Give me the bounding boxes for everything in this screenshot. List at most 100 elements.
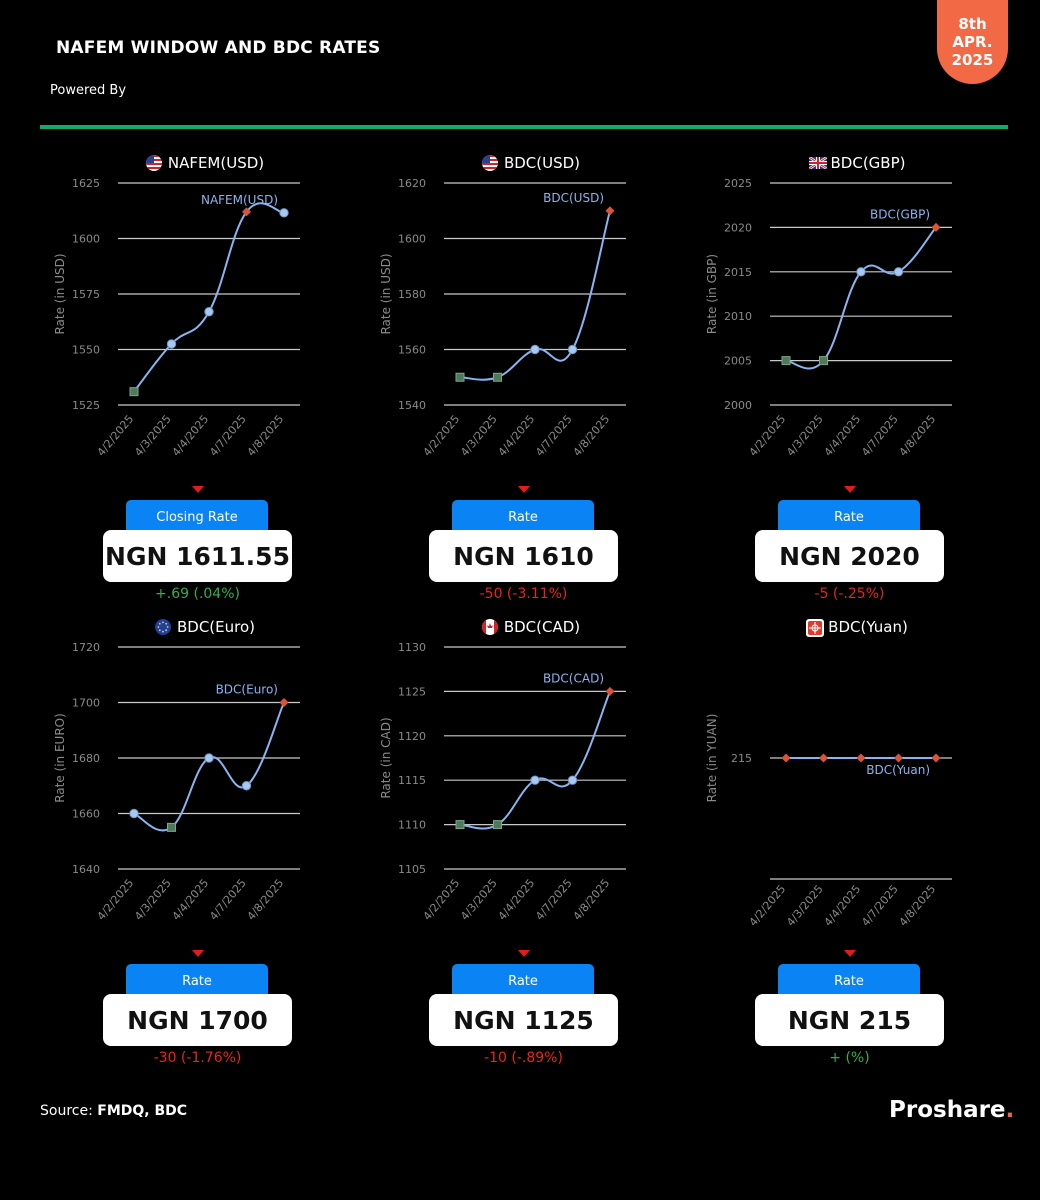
rate-label-tab: Rate [778, 964, 920, 998]
chart-title: NAFEM(USD) [40, 154, 370, 172]
rate-change: +.69 (.04%) [155, 586, 240, 602]
chart-title-text: BDC(Euro) [176, 618, 256, 636]
x-tick-label: 4/2/2025 [95, 877, 137, 923]
chart-panel: NAFEM(USD) 1525 1550 1575 1600 1625 Rate (in U… [40, 150, 370, 602]
data-point [242, 207, 251, 217]
line-chart: 1540 1560 1580 1600 1620 Rate (in USD) 4/2/202… [379, 177, 626, 459]
uk-flag-icon [807, 155, 828, 171]
brand-logo: Proshare. [889, 1097, 1014, 1123]
y-tick-label: 1120 [398, 730, 426, 743]
data-point [455, 372, 465, 382]
x-tick-label: 4/4/2025 [496, 413, 538, 459]
rate-value-card: NGN 1611.55 [103, 530, 292, 582]
y-axis-label: Rate (in CAD) [379, 717, 393, 798]
y-tick-label: 1660 [72, 808, 100, 821]
page-title: NAFEM WINDOW AND BDC RATES [56, 38, 381, 58]
series-data-label: BDC(Euro) [216, 683, 278, 697]
chart-title-text: NAFEM(USD) [167, 154, 265, 172]
y-tick-label: 1600 [398, 233, 426, 246]
source-value: FMDQ, BDC [97, 1103, 188, 1119]
data-point [781, 753, 791, 763]
y-tick-label: 1115 [398, 774, 426, 787]
rate-label-tab: Rate [452, 964, 594, 998]
series-line [133, 702, 285, 832]
data-point [893, 267, 904, 277]
x-tick-label: 4/3/2025 [132, 413, 174, 459]
data-point [931, 222, 941, 232]
line-chart: 215 Rate (in YUAN) 4/2/20254/3/20254/4/202… [705, 714, 952, 929]
rate-change: -30 (-1.76%) [153, 1050, 242, 1066]
y-axis-label: Rate (in YUAN) [705, 714, 719, 803]
chart-panel: BDC(GBP) 2000 2005 2010 2015 2020 2025 Rate (in… [692, 150, 1022, 602]
data-point [819, 356, 828, 366]
series-line [459, 210, 611, 381]
y-tick-label: 1105 [398, 863, 426, 876]
data-point [279, 698, 289, 707]
line-chart: 1640 1660 1680 1700 1720 Rate (in EURO) 4/2/20… [53, 641, 300, 923]
y-axis-label: Rate (in USD) [379, 253, 393, 334]
line-chart: 1105 1110 1115 1120 1125 1130 Rate (in CAD) 4/2… [379, 641, 626, 923]
chart-title: BDC(GBP) [692, 154, 1022, 172]
data-point [819, 753, 828, 763]
data-point [567, 344, 578, 355]
y-tick-label: 1525 [72, 399, 100, 412]
line-chart: 2000 2005 2010 2015 2020 2025 Rate (in GBP) 4/2… [705, 177, 952, 459]
series-data-label: BDC(USD) [543, 191, 604, 205]
data-point [781, 356, 791, 366]
y-tick-label: 1550 [72, 344, 100, 357]
x-tick-label: 4/8/2025 [897, 413, 939, 459]
y-tick-label: 1720 [72, 641, 100, 654]
data-point [204, 307, 214, 317]
y-tick-label: 215 [731, 752, 752, 765]
brand-dot: . [1005, 1097, 1015, 1123]
x-tick-label: 4/3/2025 [784, 413, 826, 459]
caret-down-icon [192, 950, 204, 957]
y-axis-label: Rate (in GBP) [705, 254, 719, 334]
rate-value-card: NGN 215 [755, 994, 944, 1046]
x-tick-label: 4/2/2025 [747, 413, 789, 459]
y-tick-label: 1110 [398, 819, 426, 832]
y-tick-label: 1600 [72, 233, 100, 246]
chart-title-text: BDC(USD) [503, 154, 581, 172]
y-tick-label: 1130 [398, 641, 426, 654]
x-tick-label: 4/3/2025 [784, 883, 826, 929]
series-line [785, 226, 937, 370]
y-axis-label: Rate (in USD) [53, 253, 67, 334]
x-tick-label: 4/2/2025 [421, 413, 463, 459]
y-tick-label: 1700 [72, 697, 100, 710]
eu-flag-icon [154, 619, 171, 635]
rate-change: + (%) [829, 1050, 870, 1066]
y-tick-label: 1540 [398, 399, 426, 412]
y-tick-label: 2015 [724, 266, 752, 279]
chart-title: BDC(Euro) [40, 618, 370, 636]
rate-change: -10 (-.89%) [484, 1050, 563, 1066]
data-point [204, 753, 214, 763]
x-tick-label: 4/8/2025 [245, 413, 287, 459]
rate-value-card: NGN 2020 [755, 530, 944, 582]
chart-panel: BDC(USD) 1540 1560 1580 1600 1620 Rate (in USD… [366, 150, 696, 602]
header-divider [40, 125, 1008, 129]
x-tick-label: 4/7/2025 [859, 413, 901, 459]
caret-down-icon [518, 950, 530, 957]
y-tick-label: 1575 [72, 288, 100, 301]
x-tick-label: 4/3/2025 [132, 877, 174, 923]
date-year: 2025 [951, 51, 994, 69]
us-flag-icon [481, 155, 498, 171]
data-point [493, 820, 502, 830]
rate-value-card: NGN 1610 [429, 530, 618, 582]
cn-flag-icon [806, 619, 825, 637]
x-tick-label: 4/8/2025 [571, 877, 613, 923]
x-tick-label: 4/7/2025 [207, 877, 249, 923]
data-point [455, 820, 465, 830]
data-point [567, 775, 578, 785]
data-point [605, 686, 615, 696]
chart-title: BDC(Yuan) [692, 618, 1022, 637]
x-tick-label: 4/3/2025 [458, 413, 500, 459]
chart-title-text: BDC(CAD) [503, 618, 581, 636]
y-tick-label: 1125 [398, 685, 426, 698]
x-tick-label: 4/8/2025 [245, 877, 287, 923]
chart-title-text: BDC(GBP) [830, 154, 906, 172]
date-badge: 8th APR. 2025 [937, 0, 1008, 84]
data-point [530, 775, 540, 785]
rate-label-tab: Rate [126, 964, 268, 998]
